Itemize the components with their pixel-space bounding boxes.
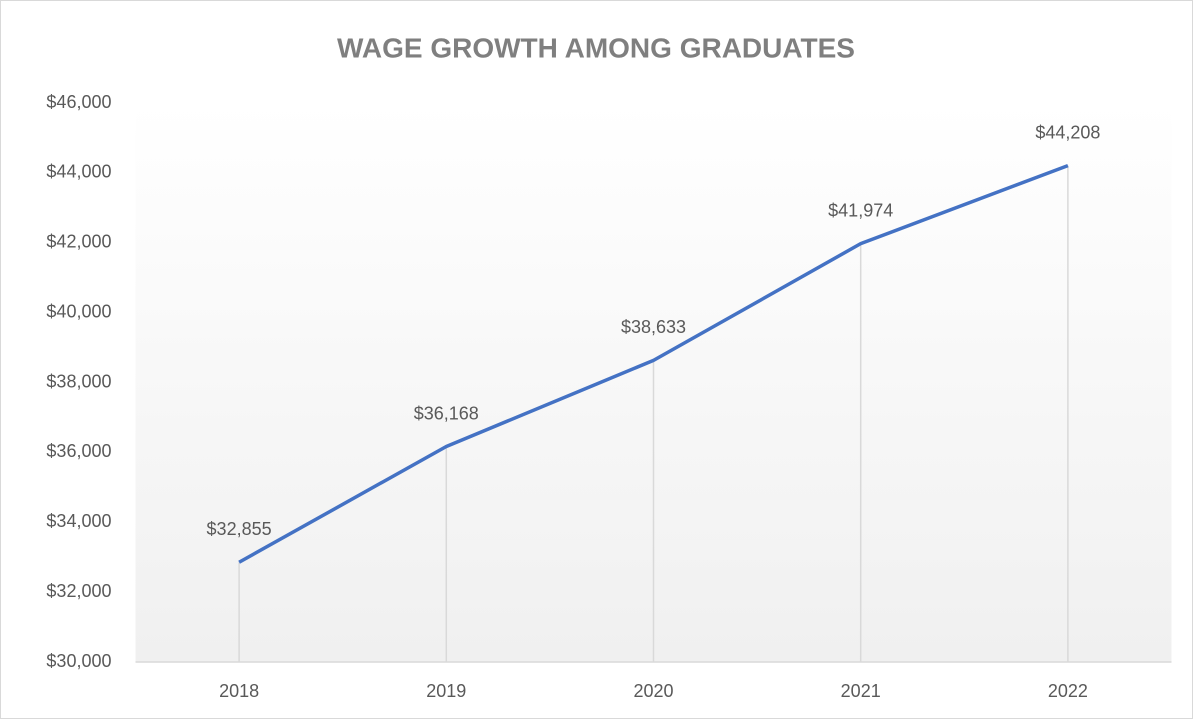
x-tick-label: 2021 xyxy=(841,681,881,701)
data-label: $41,974 xyxy=(828,200,893,220)
data-label: $36,168 xyxy=(414,403,479,423)
chart-title: WAGE GROWTH AMONG GRADUATES xyxy=(337,32,855,63)
x-tick-label: 2020 xyxy=(633,681,673,701)
y-tick-label: $36,000 xyxy=(46,441,111,461)
y-tick-label: $40,000 xyxy=(46,301,111,321)
y-tick-label: $42,000 xyxy=(46,232,111,252)
y-tick-label: $38,000 xyxy=(46,371,111,391)
y-tick-label: $44,000 xyxy=(46,162,111,182)
data-label: $38,633 xyxy=(621,317,686,337)
y-tick-label: $46,000 xyxy=(46,92,111,112)
data-label: $44,208 xyxy=(1035,122,1100,142)
x-tick-label: 2022 xyxy=(1048,681,1088,701)
y-tick-label: $32,000 xyxy=(46,581,111,601)
data-label: $32,855 xyxy=(207,519,272,539)
y-tick-label: $34,000 xyxy=(46,511,111,531)
line-series xyxy=(238,163,1069,564)
x-tick-label: 2018 xyxy=(219,681,259,701)
y-tick-label: $30,000 xyxy=(46,651,111,671)
x-tick-label: 2019 xyxy=(426,681,466,701)
